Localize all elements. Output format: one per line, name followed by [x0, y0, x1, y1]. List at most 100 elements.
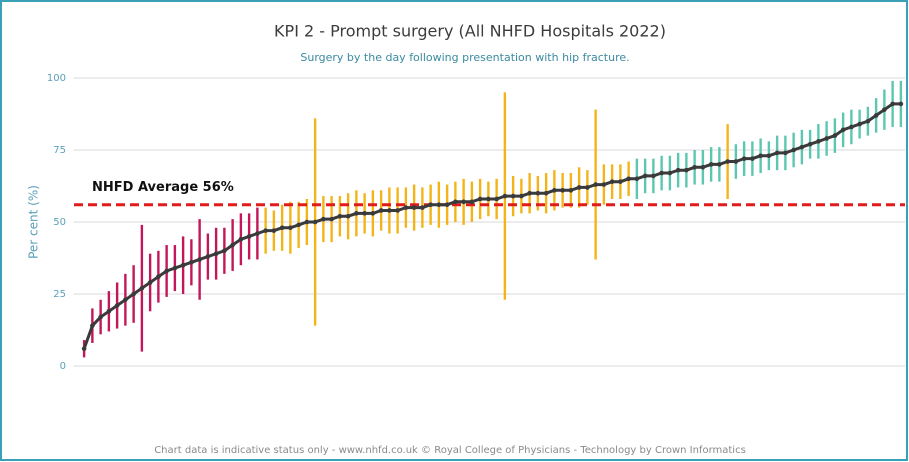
point [750, 156, 755, 161]
point [411, 205, 417, 210]
point [304, 219, 310, 225]
point [708, 162, 714, 167]
point [90, 323, 95, 328]
y-tick-label: 50 [53, 217, 66, 228]
point [774, 150, 780, 156]
point [246, 234, 252, 239]
point [502, 193, 508, 199]
point [444, 202, 450, 208]
point [824, 136, 829, 141]
point [395, 208, 400, 213]
point [172, 265, 178, 271]
point [675, 167, 681, 173]
point [98, 314, 103, 320]
point [370, 211, 376, 216]
point [642, 173, 648, 179]
point [461, 199, 466, 205]
point [601, 182, 607, 187]
point [898, 101, 904, 107]
point [816, 139, 821, 144]
point [890, 101, 895, 107]
point [717, 162, 722, 167]
point [568, 188, 574, 193]
point [238, 236, 244, 242]
point [618, 179, 623, 184]
y-tick-label: 0 [60, 361, 66, 372]
point [312, 219, 318, 225]
point [420, 205, 425, 210]
point [288, 225, 293, 231]
point [543, 190, 549, 196]
point [799, 144, 805, 150]
point [378, 208, 384, 213]
point [477, 196, 483, 202]
point [114, 303, 120, 308]
point [882, 107, 887, 112]
point [576, 185, 582, 190]
point [156, 274, 161, 280]
point [510, 193, 516, 199]
point [725, 159, 730, 164]
point [873, 113, 879, 118]
point [865, 118, 871, 124]
point [634, 176, 640, 182]
point [840, 127, 846, 133]
point [783, 150, 788, 156]
point [321, 216, 326, 222]
y-axis-label: Per cent (%) [27, 185, 41, 259]
point [684, 167, 689, 173]
point [345, 213, 351, 219]
point [139, 285, 145, 291]
point [230, 242, 235, 248]
point [337, 213, 343, 219]
point [609, 179, 615, 184]
point [329, 216, 334, 222]
point [527, 190, 532, 196]
point [213, 251, 219, 256]
point [271, 228, 277, 233]
point [222, 248, 227, 254]
chart-subtitle: Surgery by the day following presentatio… [300, 51, 629, 64]
y-tick-label: 25 [53, 289, 66, 300]
point [147, 280, 153, 285]
point [692, 164, 697, 170]
chart-title: KPI 2 - Prompt surgery (All NHFD Hospita… [274, 22, 666, 41]
point [832, 133, 838, 138]
point [494, 196, 499, 202]
point [700, 164, 706, 170]
point [279, 225, 285, 231]
point [189, 260, 194, 265]
point [849, 124, 854, 130]
point [486, 196, 491, 202]
point [535, 190, 541, 196]
point [205, 254, 211, 259]
point [585, 185, 590, 190]
point [807, 141, 813, 147]
point [362, 211, 367, 216]
point [263, 228, 268, 233]
point [255, 231, 260, 236]
point [651, 173, 656, 179]
point [791, 147, 796, 153]
point [296, 222, 301, 228]
point [81, 346, 87, 352]
reference-label: NHFD Average 56% [92, 180, 234, 195]
footer: Chart data is indicative status only - w… [154, 445, 746, 456]
point [552, 188, 557, 193]
point [626, 176, 631, 182]
point [593, 182, 598, 187]
point [758, 153, 763, 159]
point [519, 193, 524, 199]
median-line [82, 102, 901, 350]
point [659, 170, 664, 176]
point [123, 297, 128, 303]
point [403, 205, 409, 210]
point [453, 199, 458, 205]
point [436, 202, 442, 208]
point [180, 262, 186, 268]
y-tick-label: 100 [47, 73, 66, 84]
point [469, 199, 475, 205]
point [560, 188, 565, 193]
